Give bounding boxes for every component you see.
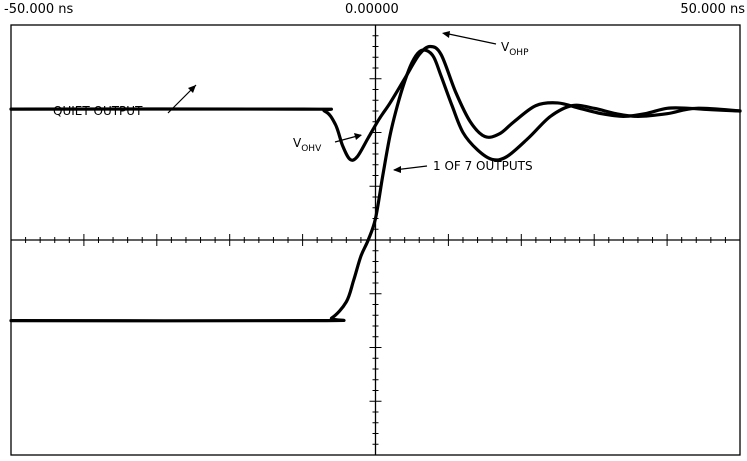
annotation-vohv-sub: OHV: [301, 144, 322, 154]
annotation-vohp-arrowhead: [442, 31, 450, 38]
x-tick-label-center: 0.00000: [345, 2, 399, 17]
annotation-one-of-seven-arrowhead: [393, 166, 401, 173]
annotation-vohv: VOHV: [293, 133, 362, 154]
annotation-vohv-arrowhead: [354, 133, 362, 140]
annotation-vohv-label: VOHV: [293, 136, 322, 154]
waveform-trace-2: [9, 48, 742, 323]
annotation-vohp-label: VOHP: [501, 40, 529, 58]
annotation-quiet-output-label: QUIET OUTPUT: [53, 104, 143, 118]
annotation-vohp-main: V: [501, 40, 510, 54]
x-tick-label-right: 50.000 ns: [680, 2, 745, 17]
x-tick-label-left: -50.000 ns: [4, 2, 74, 17]
annotation-quiet-output: QUIET OUTPUT: [53, 84, 197, 118]
center-crosshair: [11, 25, 740, 455]
annotation-one-of-seven: 1 OF 7 OUTPUTS: [393, 159, 533, 173]
annotation-quiet-output-arrowhead: [188, 85, 196, 93]
annotation-vohv-main: V: [293, 136, 302, 150]
annotation-one-of-seven-label: 1 OF 7 OUTPUTS: [433, 159, 533, 173]
annotation-vohp-sub: OHP: [509, 48, 529, 58]
annotation-vohp-arrow-line: [443, 32, 497, 45]
annotation-vohp: VOHP: [442, 31, 529, 58]
